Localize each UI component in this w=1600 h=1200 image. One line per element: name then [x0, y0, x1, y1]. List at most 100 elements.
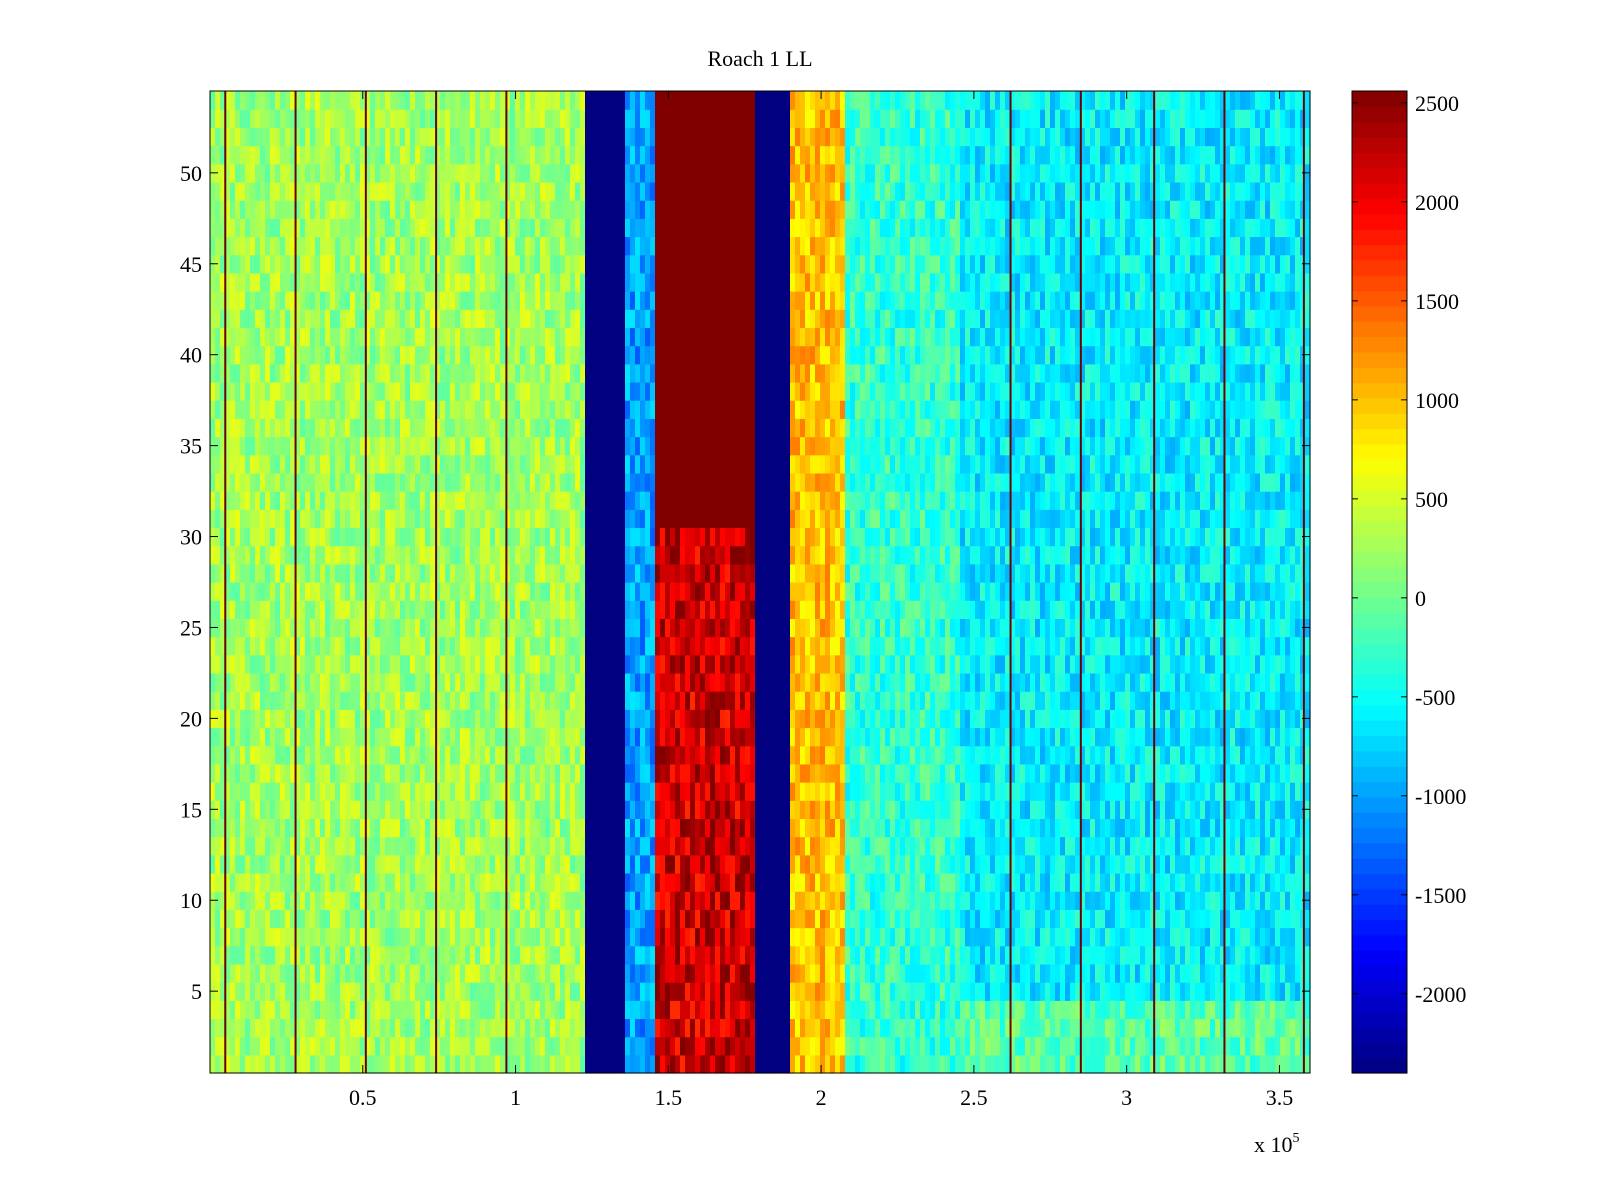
heatmap-cell — [630, 1018, 636, 1038]
heatmap-cell — [1270, 1054, 1276, 1074]
heatmap-cell — [1135, 709, 1141, 729]
heatmap-cell — [1165, 727, 1171, 747]
heatmap-cell — [410, 818, 416, 838]
heatmap-cell — [1130, 1036, 1136, 1056]
heatmap-cell — [405, 745, 411, 765]
heatmap-cell — [280, 891, 286, 910]
heatmap-cell — [855, 963, 861, 983]
heatmap-cell — [765, 745, 771, 765]
heatmap-cell — [1090, 782, 1096, 801]
heatmap-cell — [610, 782, 616, 801]
heatmap-cell — [215, 745, 221, 765]
heatmap-cell — [310, 709, 316, 729]
heatmap-cell — [375, 654, 381, 674]
heatmap-cell — [1155, 1000, 1161, 1020]
heatmap-cell — [1095, 963, 1101, 983]
heatmap-cell — [445, 782, 451, 801]
heatmap-cell — [755, 854, 761, 874]
heatmap-cell — [270, 818, 276, 838]
heatmap-cell — [685, 1054, 691, 1074]
heatmap-cell — [1220, 745, 1226, 765]
heatmap-cell — [725, 854, 731, 874]
heatmap-cell — [1190, 909, 1196, 929]
heatmap-cell — [530, 691, 536, 710]
heatmap-cell — [265, 691, 271, 710]
heatmap-cell — [675, 1018, 681, 1038]
heatmap-cell — [1055, 982, 1061, 1001]
heatmap-cell — [380, 836, 386, 856]
heatmap-cell — [1275, 872, 1281, 892]
heatmap-cell — [495, 691, 501, 710]
heatmap-cell — [825, 818, 831, 838]
heatmap-cell — [830, 654, 836, 674]
heatmap-cell — [725, 763, 731, 783]
heatmap-cell — [270, 691, 276, 710]
heatmap-cell — [240, 745, 246, 765]
heatmap-cell — [1045, 709, 1051, 729]
heatmap-cell — [1105, 672, 1111, 692]
heatmap-cell — [1220, 1036, 1226, 1056]
heatmap-cell — [315, 1000, 321, 1020]
heatmap-cell — [495, 891, 501, 910]
heatmap-cell — [415, 891, 421, 910]
heatmap-cell — [935, 800, 941, 820]
heatmap-cell — [1205, 709, 1211, 729]
heatmap-cell — [615, 727, 621, 747]
heatmap-cell — [355, 727, 361, 747]
heatmap-cell — [1285, 1018, 1291, 1038]
heatmap-cell — [465, 909, 471, 929]
heatmap-cell — [1130, 872, 1136, 892]
heatmap-cell — [1025, 782, 1031, 801]
heatmap-cell — [280, 763, 286, 783]
heatmap-cell — [690, 1018, 696, 1038]
heatmap-cell — [565, 909, 571, 929]
heatmap-cell — [425, 800, 431, 820]
heatmap-cell — [1275, 709, 1281, 729]
heatmap-cell — [1155, 800, 1161, 820]
heatmap-cell — [715, 745, 721, 765]
heatmap-cell — [645, 672, 651, 692]
heatmap-cell — [1135, 909, 1141, 929]
heatmap-cell — [1180, 727, 1186, 747]
heatmap-cell — [505, 927, 511, 947]
heatmap-cell — [330, 836, 336, 856]
heatmap-cell — [840, 982, 846, 1001]
heatmap-cell — [590, 672, 596, 692]
heatmap-cell — [790, 672, 796, 692]
heatmap-cell — [705, 854, 711, 874]
heatmap-cell — [1000, 709, 1006, 729]
heatmap-cell — [760, 872, 766, 892]
heatmap-cell — [510, 709, 516, 729]
heatmap-cell — [1025, 691, 1031, 710]
heatmap-cell — [335, 927, 341, 947]
heatmap-cell — [375, 709, 381, 729]
heatmap-cell — [1245, 800, 1251, 820]
heatmap-cell — [475, 672, 481, 692]
heatmap-cell — [610, 709, 616, 729]
heatmap-cell — [390, 745, 396, 765]
heatmap-cell — [470, 1018, 476, 1038]
heatmap-cell — [230, 782, 236, 801]
heatmap-cell — [685, 1036, 691, 1056]
heatmap-cell — [1030, 945, 1036, 965]
heatmap-cell — [1195, 836, 1201, 856]
heatmap-cell — [370, 927, 376, 947]
heatmap-cell — [515, 1000, 521, 1020]
heatmap-cell — [715, 854, 721, 874]
heatmap-cell — [545, 872, 551, 892]
heatmap-cell — [765, 691, 771, 710]
heatmap-cell — [1265, 727, 1271, 747]
heatmap-cell — [1300, 763, 1306, 783]
heatmap-cell — [1125, 891, 1131, 910]
heatmap-cell — [950, 709, 956, 729]
heatmap-cell — [230, 727, 236, 747]
heatmap-cell — [1270, 727, 1276, 747]
heatmap-cell — [725, 945, 731, 965]
heatmap-cell — [540, 654, 546, 674]
heatmap-cell — [980, 818, 986, 838]
heatmap-cell — [240, 909, 246, 929]
heatmap-cell — [435, 745, 441, 765]
heatmap-cell — [505, 872, 511, 892]
heatmap-cell — [495, 672, 501, 692]
heatmap-cell — [585, 654, 591, 674]
